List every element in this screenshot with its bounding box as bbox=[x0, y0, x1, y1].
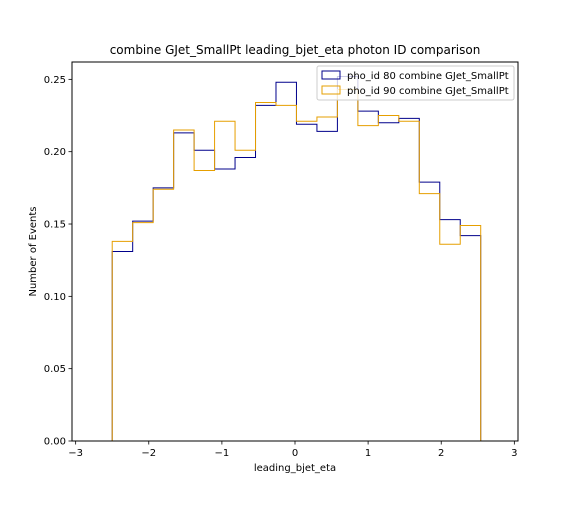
x-tick-label: −1 bbox=[215, 448, 230, 459]
y-tick-label: 0.10 bbox=[44, 292, 66, 303]
y-tick-label: 0.20 bbox=[44, 147, 66, 158]
series-1-step-line bbox=[111, 75, 482, 441]
x-tick-label: 3 bbox=[511, 448, 517, 459]
plot-frame bbox=[71, 61, 519, 442]
x-tick-label: −3 bbox=[68, 448, 83, 459]
legend-label-series-2: pho_id 90 combine GJet_SmallPt bbox=[347, 86, 509, 97]
y-tick-label: 0.00 bbox=[44, 437, 66, 448]
ticks-layer: −3 −2 −1 0 1 2 3 0.00 0.05 0.10 0.15 0.20 0.25 bbox=[44, 75, 518, 459]
x-tick-label: 0 bbox=[292, 448, 298, 459]
series-layer bbox=[111, 75, 482, 441]
series-2-step-line bbox=[111, 88, 482, 441]
x-axis-label: leading_bjet_eta bbox=[254, 463, 336, 474]
x-tick-label: −2 bbox=[141, 448, 156, 459]
legend-box bbox=[316, 65, 515, 101]
chart-title: combine GJet_SmallPt leading_bjet_eta ph… bbox=[110, 43, 481, 57]
y-axis-label: Number of Events bbox=[28, 206, 39, 296]
x-tick-label: 2 bbox=[438, 448, 444, 459]
x-tick-label: 1 bbox=[365, 448, 371, 459]
y-tick-label: 0.25 bbox=[44, 75, 66, 86]
legend-swatch-series-1 bbox=[321, 70, 341, 80]
legend-label-series-1: pho_id 80 combine GJet_SmallPt bbox=[347, 71, 509, 82]
y-tick-label: 0.05 bbox=[44, 364, 66, 375]
legend: pho_id 80 combine GJet_SmallPt pho_id 90 … bbox=[316, 65, 515, 101]
legend-swatch-series-2 bbox=[321, 85, 341, 95]
y-tick-label: 0.15 bbox=[44, 220, 66, 231]
